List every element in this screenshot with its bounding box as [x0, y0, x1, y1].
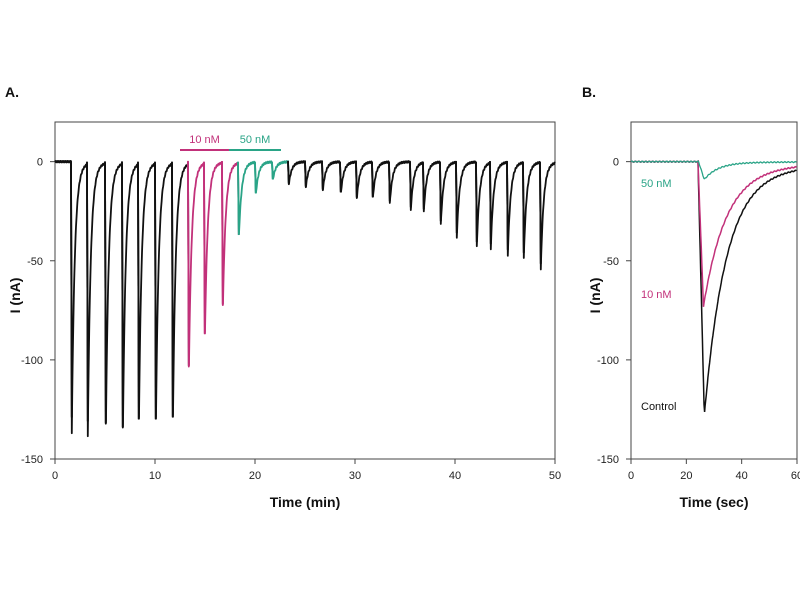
- trace-segment-control: [506, 160, 525, 257]
- panel-a-x-tick-label: 40: [449, 470, 461, 482]
- panel-a-x-tick-label: 30: [349, 470, 361, 482]
- trace-segment-control: [339, 160, 358, 198]
- panel-a-x-axis-label: Time (min): [270, 494, 341, 510]
- current-spike: [287, 161, 290, 184]
- current-spike: [409, 161, 412, 208]
- current-spike: [171, 161, 174, 418]
- trace-segment-control: [54, 159, 73, 418]
- trace-segment-control: [121, 161, 140, 429]
- current-spike: [271, 161, 274, 180]
- current-spike: [203, 161, 206, 335]
- trace-segment-control: [70, 161, 89, 435]
- current-spike: [475, 161, 478, 242]
- current-spike: [321, 161, 324, 190]
- application-label: 50 nM: [240, 134, 271, 146]
- trace-segment-control: [171, 162, 190, 418]
- current-spike: [355, 161, 358, 198]
- panel-b-x-axis-label: Time (sec): [680, 494, 749, 510]
- panel-a-x-tick-label: 20: [249, 470, 261, 482]
- trace-segment-control: [304, 160, 324, 190]
- current-spike: [121, 161, 124, 428]
- panel-a-y-tick-label: -100: [21, 355, 43, 367]
- trace-segment-control: [104, 161, 124, 428]
- trace-segment-10-nm: [203, 161, 224, 335]
- current-spike: [221, 161, 224, 305]
- panel-b-x-tick-label: 40: [736, 470, 748, 482]
- trace-segment-control: [455, 160, 478, 242]
- panel-b-plot-frame: [630, 121, 798, 460]
- panel-a-y-tick-label: 0: [37, 157, 43, 169]
- trace-segment-control: [539, 161, 556, 271]
- trace-segment-control: [475, 161, 492, 248]
- panel-a-y-axis-label: I (nA): [7, 278, 23, 314]
- trace-control: [630, 160, 797, 412]
- current-spike: [455, 161, 458, 234]
- panel-b-panel: 0 20 40 60 0 -50 -100 -150 Time (sec) I (nA) B. Con…: [582, 84, 800, 510]
- panel-b-y-axis-label: I (nA): [587, 278, 603, 314]
- current-spike: [522, 161, 525, 253]
- trace-50-nm: [630, 160, 797, 180]
- panel-b-x-tick-label: 20: [680, 470, 692, 482]
- panel-a-panel-label: A.: [5, 84, 19, 100]
- current-spike: [539, 161, 542, 264]
- current-spike: [70, 161, 73, 418]
- current-spike: [371, 161, 374, 198]
- current-spike: [154, 161, 157, 420]
- current-spike: [339, 161, 342, 193]
- panel-a-plot-frame: [54, 121, 556, 460]
- current-spike: [137, 161, 140, 420]
- series-label-control: Control: [641, 401, 676, 413]
- trace-segment-50-nm: [254, 160, 274, 194]
- panel-b-y-tick-label: -150: [597, 454, 619, 466]
- panel-b-y-tick-label: 0: [613, 157, 619, 169]
- trace-segment-control: [86, 161, 107, 438]
- trace-segment-control: [371, 160, 391, 202]
- panel-b-x-tick-label: 0: [628, 470, 634, 482]
- current-spike: [304, 161, 307, 187]
- trace-segment-control: [422, 160, 442, 222]
- panel-b-y-tick-label: -100: [597, 355, 619, 367]
- trace-segment-control: [388, 160, 412, 208]
- series-label-10-nm: 10 nM: [641, 289, 672, 301]
- panel-a-x-tick-label: 50: [549, 470, 561, 482]
- panel-a-x-tick-label: 10: [149, 470, 161, 482]
- panel-a-y-tick-label: -50: [27, 256, 43, 268]
- panel-b-panel-label: B.: [582, 84, 596, 100]
- panel-a-y-tick-label: -150: [21, 454, 43, 466]
- current-spike: [489, 161, 492, 244]
- trace-segment-10-nm: [221, 160, 240, 307]
- trace-segment-control: [409, 161, 425, 212]
- trace-segment-control: [321, 160, 342, 193]
- trace-segment-control: [439, 160, 458, 234]
- trace-segment-control: [489, 160, 509, 251]
- current-spike: [439, 161, 442, 222]
- series-label-50-nm: 50 nM: [641, 178, 672, 190]
- current-spike: [506, 161, 509, 250]
- current-spike: [254, 161, 257, 194]
- trace-segment-control: [522, 160, 542, 264]
- current-spike: [104, 161, 107, 424]
- trace-segment-50-nm: [271, 160, 290, 184]
- trace-segment-control: [287, 160, 307, 187]
- current-spike: [187, 161, 190, 366]
- trace-segment-50-nm: [237, 160, 257, 236]
- panel-a-panel: 0 10 20 30 40 50 0 -50 -100 -150 Time (min) I (nA) A…: [5, 84, 561, 510]
- panel-b-y-tick-label: -50: [603, 256, 619, 268]
- current-spike: [86, 161, 89, 422]
- trace-segment-control: [137, 162, 157, 420]
- trace-segment-control: [355, 160, 374, 200]
- panel-b-x-tick-label: 60: [791, 470, 800, 482]
- current-spike: [237, 161, 240, 236]
- current-spike: [388, 161, 391, 202]
- panel-a-x-tick-label: 0: [52, 470, 58, 482]
- application-label: 10 nM: [189, 134, 220, 146]
- current-spike: [422, 161, 425, 210]
- trace-segment-control: [154, 162, 174, 420]
- trace-segment-10-nm: [187, 160, 206, 368]
